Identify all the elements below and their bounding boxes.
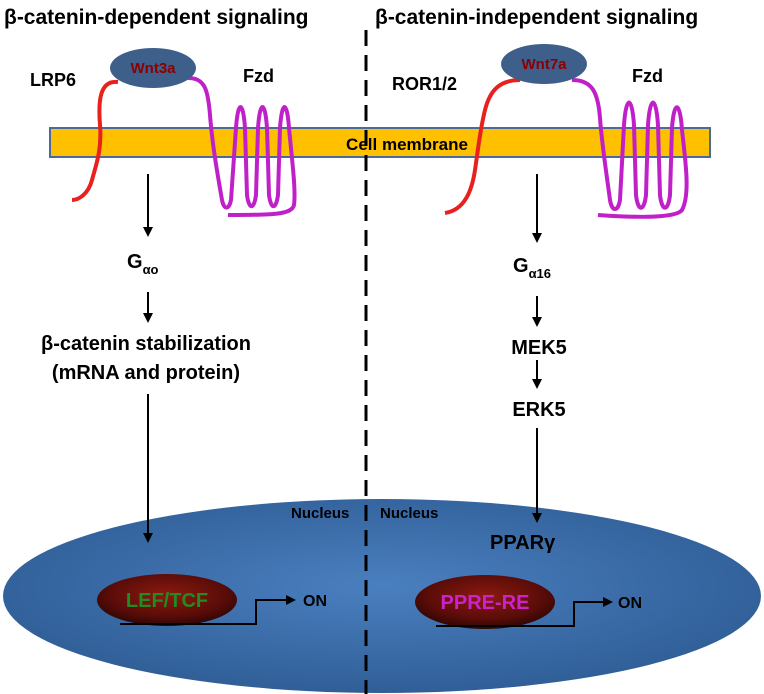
mrna-and-protein: (mRNA and protein) [52,362,240,384]
gene-arrow-right [436,597,613,627]
lef-tcf-factor [97,574,237,626]
fzd-label-right: Fzd [632,66,663,86]
right-title: β-catenin-independent signaling [375,6,698,29]
lef-tcf-label: LEF/TCF [126,590,208,612]
left-title: β-catenin-dependent signaling [4,6,309,29]
on-label-right: ON [618,595,642,612]
nucleus-label-right: Nucleus [380,505,438,522]
ror-label: ROR1/2 [392,74,457,94]
beta-catenin-stabilization: β-catenin stabilization [41,333,251,355]
wnt7a-ligand [501,44,587,84]
wnt3a-ligand [110,48,196,88]
cell-membrane-label: Cell membrane [346,135,468,154]
erk5-label: ERK5 [512,399,565,421]
lrp6-label: LRP6 [30,70,76,90]
wnt7a-label: Wnt7a [522,56,568,73]
ppar-gamma-label: PPARγ [490,532,556,554]
ppre-re-factor [415,575,555,629]
g-alpha-o: Gαo [127,251,159,277]
wnt3a-label: Wnt3a [131,60,177,77]
gene-arrow-left [120,595,296,625]
lrp6-receptor [71,79,119,202]
nucleus [3,499,761,693]
ppre-re-label: PPRE-RE [441,592,530,614]
ror-receptor [444,78,521,215]
fzd-label-left: Fzd [243,66,274,86]
nucleus-label-left: Nucleus [291,505,349,522]
g-alpha-16: Gα16 [513,255,551,281]
on-label-left: ON [303,593,327,610]
fzd-receptor-left [187,76,297,217]
fzd-receptor-right [571,78,689,219]
mek5-label: MEK5 [511,337,567,359]
